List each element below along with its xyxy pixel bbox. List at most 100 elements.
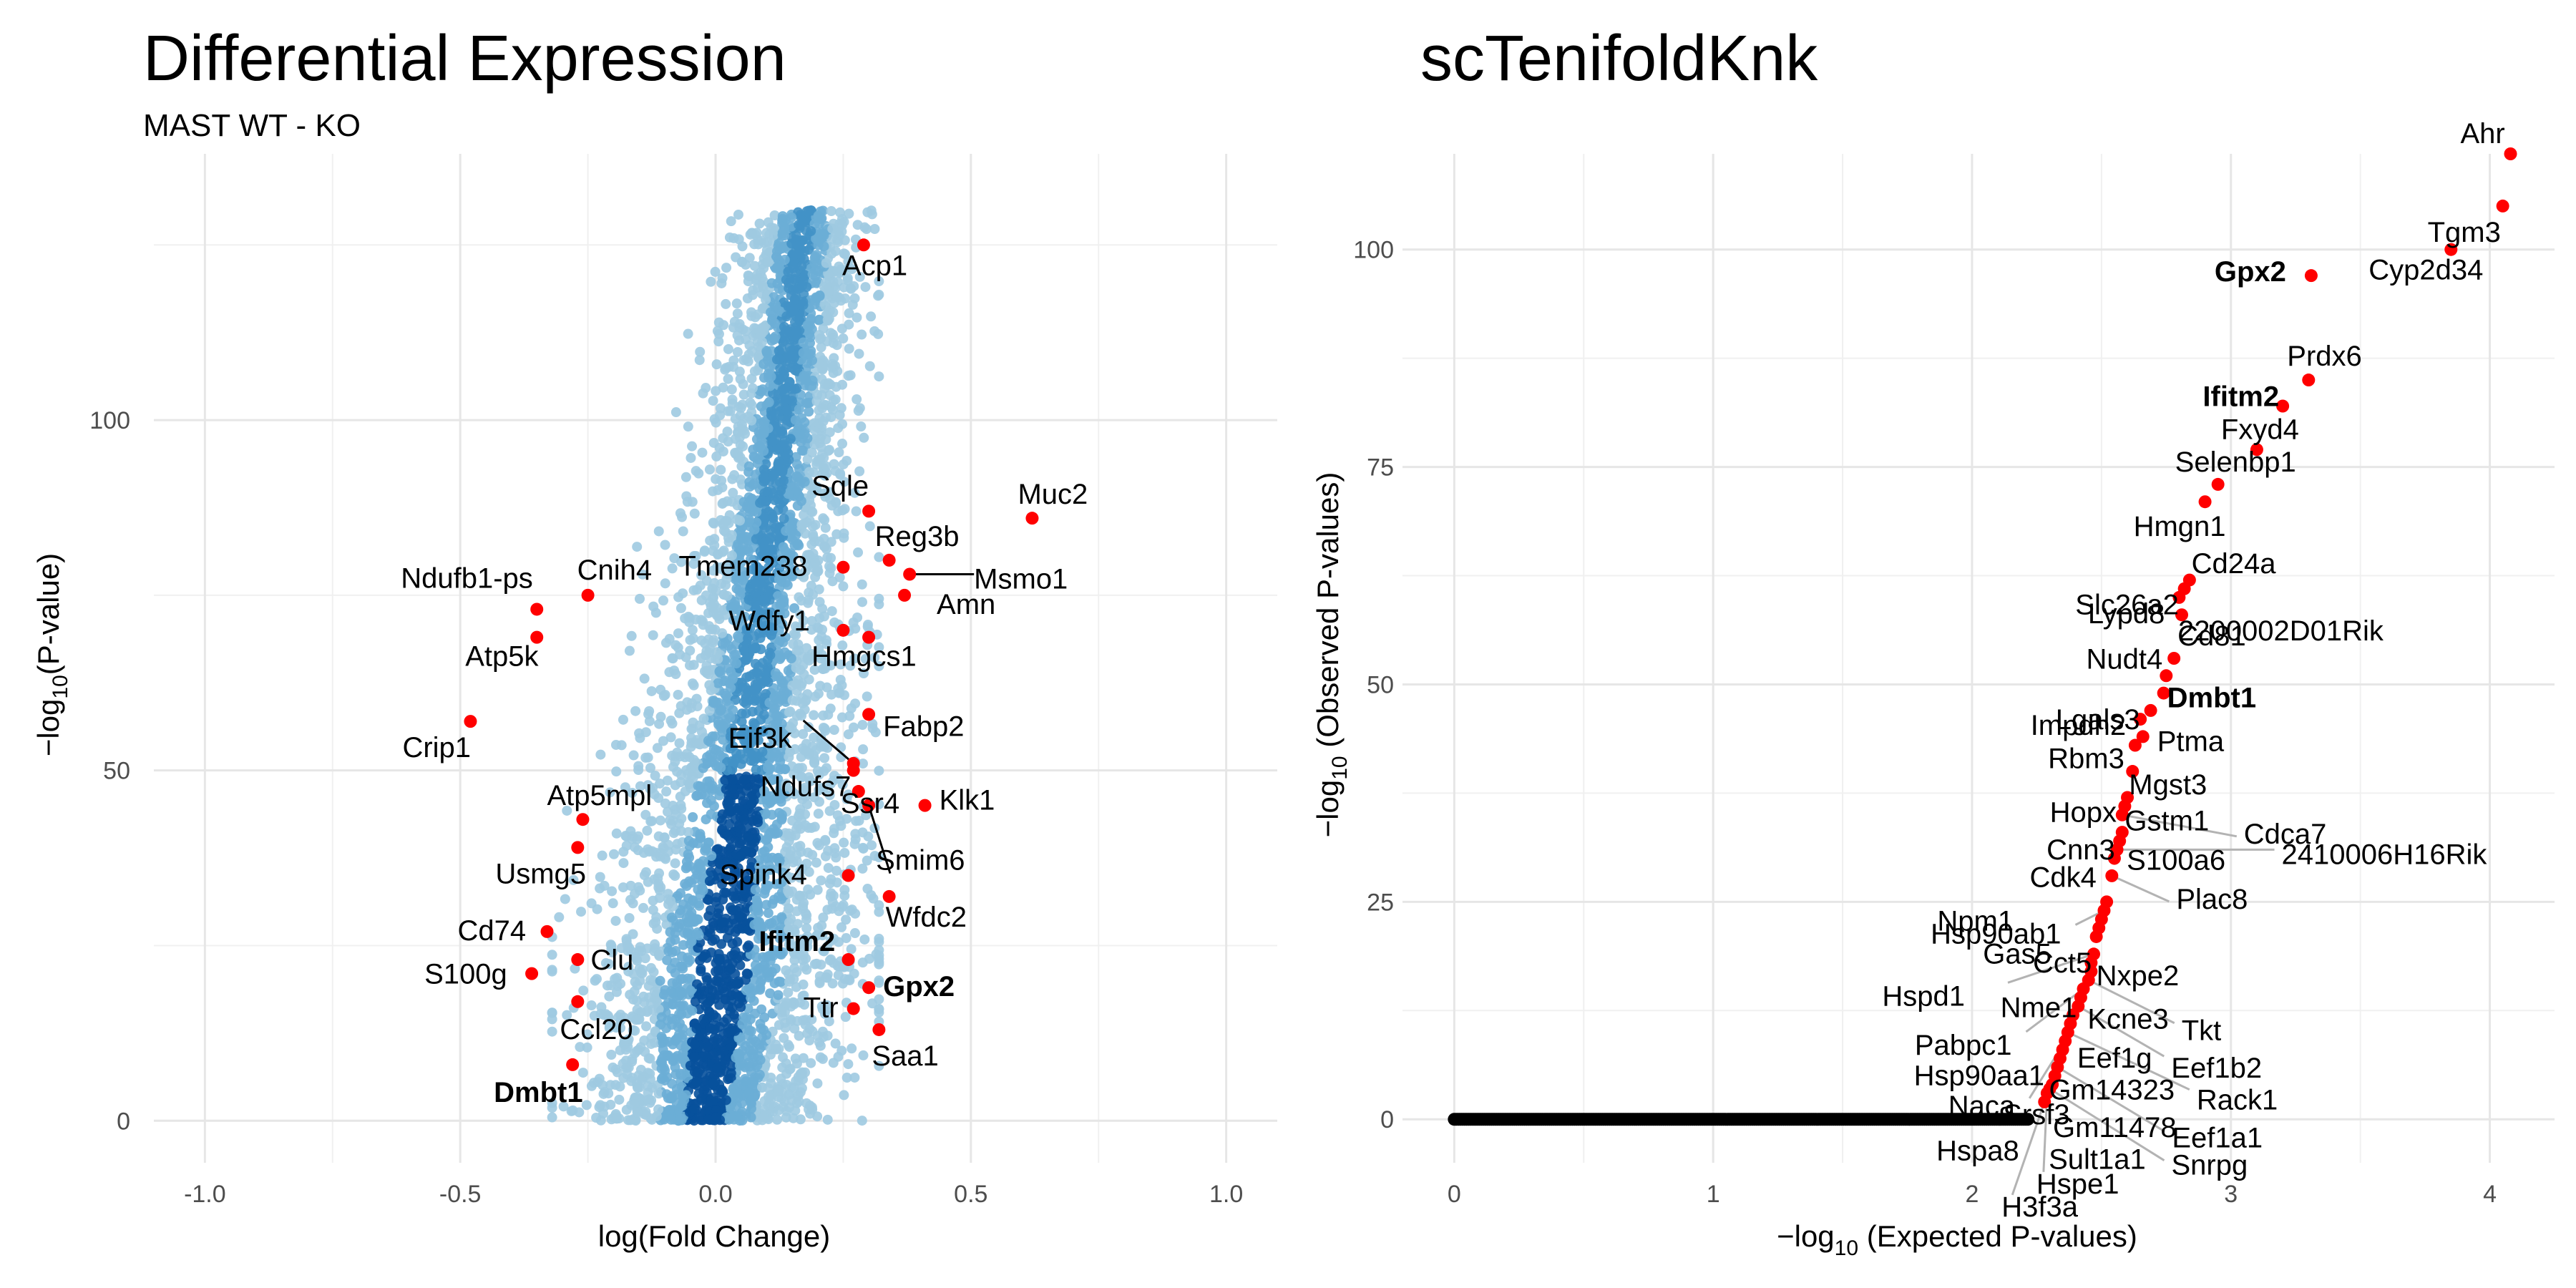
right-background-points [1448,1113,2035,1126]
background-point [841,1073,852,1083]
background-point [734,1060,745,1070]
background-point [677,512,688,522]
background-point [756,386,766,397]
highlighted-point [2157,686,2170,700]
background-point [787,695,798,706]
background-point [615,1081,625,1092]
background-point [818,710,829,721]
background-point [732,347,743,358]
background-point [774,1105,784,1116]
point-label: Reg3b [875,521,960,552]
background-point [684,660,695,670]
point-label: Sqle [811,470,869,502]
background-point [691,614,701,625]
background-point [774,610,785,620]
background-point [625,826,636,836]
background-point [638,991,649,1002]
point-label: Fabp2 [883,711,964,742]
background-point [675,888,686,899]
background-point [738,441,748,452]
background-point [655,711,666,722]
background-point [783,489,794,499]
background-point [660,540,670,550]
background-point [658,736,668,746]
background-point [774,933,785,944]
background-point [809,821,820,832]
background-point [776,555,787,565]
background-point [756,401,766,412]
point-label: Hspd1 [1882,980,1965,1012]
background-point [655,815,665,826]
highlighted-point [847,1002,860,1015]
background-point [560,894,570,904]
background-point [854,466,865,477]
background-point [769,230,779,240]
point-label: Lypd8 [2088,598,2165,630]
background-point [760,668,771,678]
background-point [747,383,758,394]
background-point [678,588,688,599]
background-point [699,547,710,557]
background-point [581,1100,592,1111]
background-point [837,779,848,790]
background-point [723,1027,733,1038]
background-point [741,774,751,785]
point-label: Lgals3 [2056,704,2140,736]
background-point [749,783,760,794]
background-point [735,452,746,463]
background-point [736,257,747,268]
background-point [670,844,681,855]
background-point [733,633,744,643]
point-label: Atp5mpl [547,780,652,811]
background-point [857,579,867,590]
background-point [858,744,869,755]
background-point [654,892,665,903]
background-point [786,653,796,664]
background-point [722,830,733,841]
background-point [673,643,683,653]
background-point [849,928,860,939]
background-point [610,739,621,750]
background-point [845,660,856,671]
background-point [741,708,751,719]
background-point [688,717,698,728]
background-point [633,764,644,775]
background-point [706,685,716,696]
background-point [728,891,739,902]
highlighted-point [872,1023,886,1036]
background-point [761,675,771,686]
background-point [645,1053,655,1064]
background-point [696,635,707,646]
background-point [817,930,828,941]
background-point [849,293,860,303]
background-point [772,262,783,273]
x-tick-label: 0 [1448,1181,1461,1208]
background-point [869,223,880,234]
highlighted-point [898,588,912,602]
background-point [708,1078,718,1089]
background-point [696,726,707,737]
background-point [604,1020,615,1031]
highlighted-point [841,953,855,967]
background-point [768,923,779,934]
background-point [652,743,663,753]
background-point [838,899,849,910]
background-point [746,756,756,766]
background-point [639,673,650,684]
background-point [755,441,766,452]
background-point [602,980,613,991]
background-point [766,791,776,801]
highlighted-point [2089,930,2103,943]
background-point [655,975,665,986]
background-point [723,965,734,976]
background-point [800,375,811,386]
leader-line [2057,1066,2166,1133]
background-point [759,846,770,857]
background-point [773,990,784,1000]
background-point [819,379,830,389]
background-point [608,898,618,909]
background-point [703,669,714,680]
background-point [874,276,884,287]
background-point [749,686,760,696]
background-point [826,606,837,617]
